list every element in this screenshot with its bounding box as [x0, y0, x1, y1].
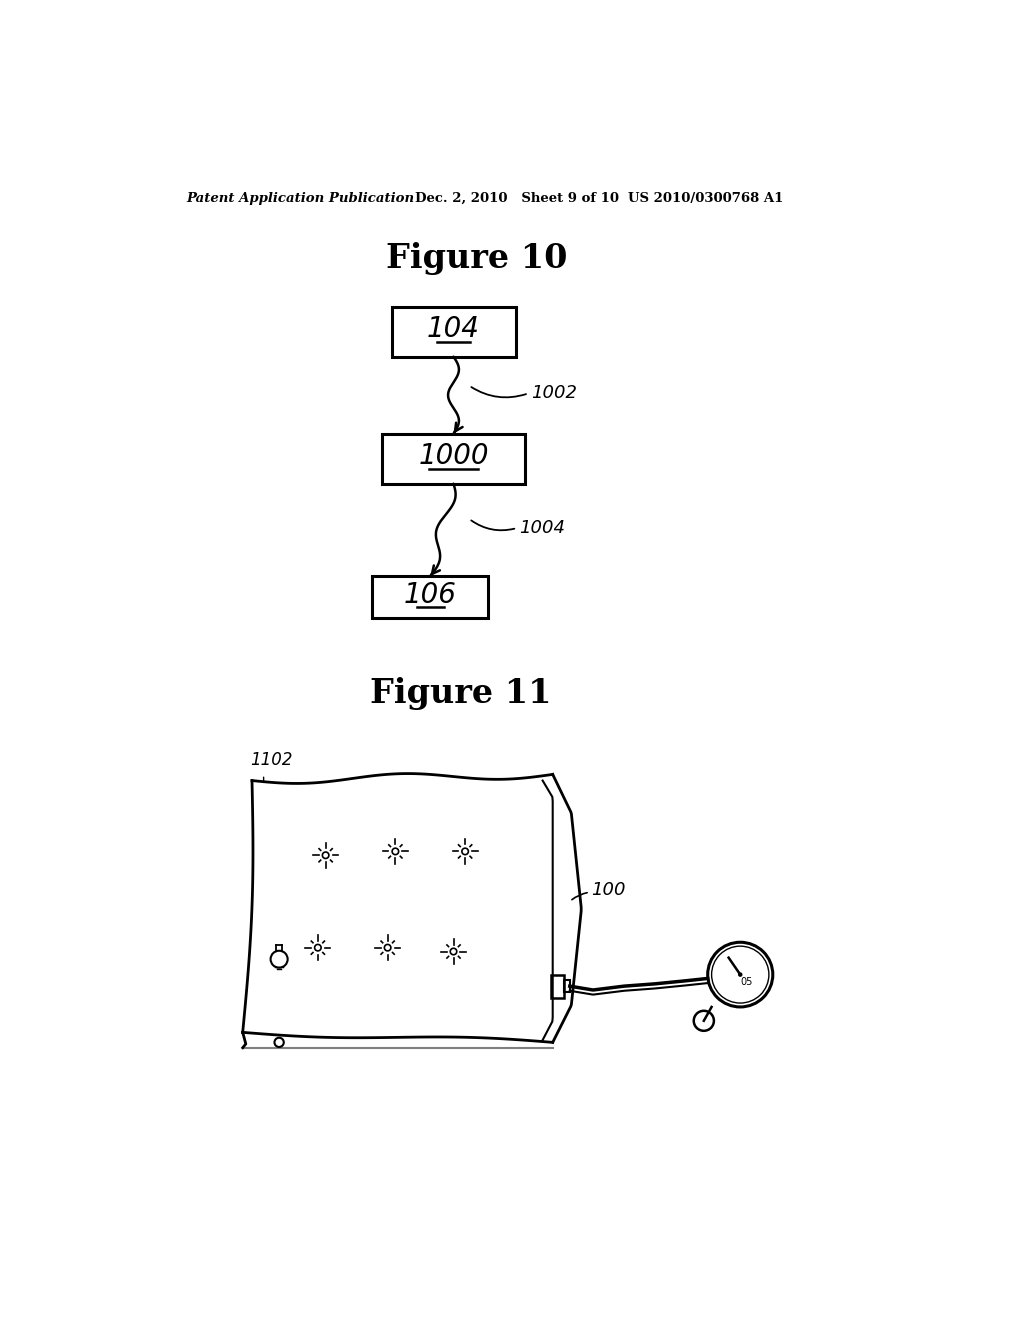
Text: Patent Application Publication: Patent Application Publication	[186, 191, 415, 205]
Text: 1004: 1004	[519, 519, 565, 537]
Text: 100: 100	[592, 880, 626, 899]
Text: US 2010/0300768 A1: US 2010/0300768 A1	[628, 191, 783, 205]
Bar	[551, 974, 563, 998]
Circle shape	[712, 946, 769, 1003]
FancyBboxPatch shape	[382, 434, 525, 483]
Text: 104: 104	[427, 315, 480, 343]
Text: 106: 106	[403, 581, 457, 609]
Text: 1002: 1002	[531, 384, 577, 403]
Text: 1102: 1102	[251, 751, 293, 770]
Text: Figure 10: Figure 10	[386, 242, 567, 275]
Bar	[563, 979, 569, 993]
Text: 1000: 1000	[418, 442, 488, 470]
Text: Dec. 2, 2010   Sheet 9 of 10: Dec. 2, 2010 Sheet 9 of 10	[415, 191, 618, 205]
FancyBboxPatch shape	[372, 576, 488, 619]
FancyBboxPatch shape	[391, 306, 515, 356]
Circle shape	[738, 973, 741, 977]
Text: Figure 11: Figure 11	[371, 677, 552, 710]
Text: 05: 05	[740, 977, 753, 987]
